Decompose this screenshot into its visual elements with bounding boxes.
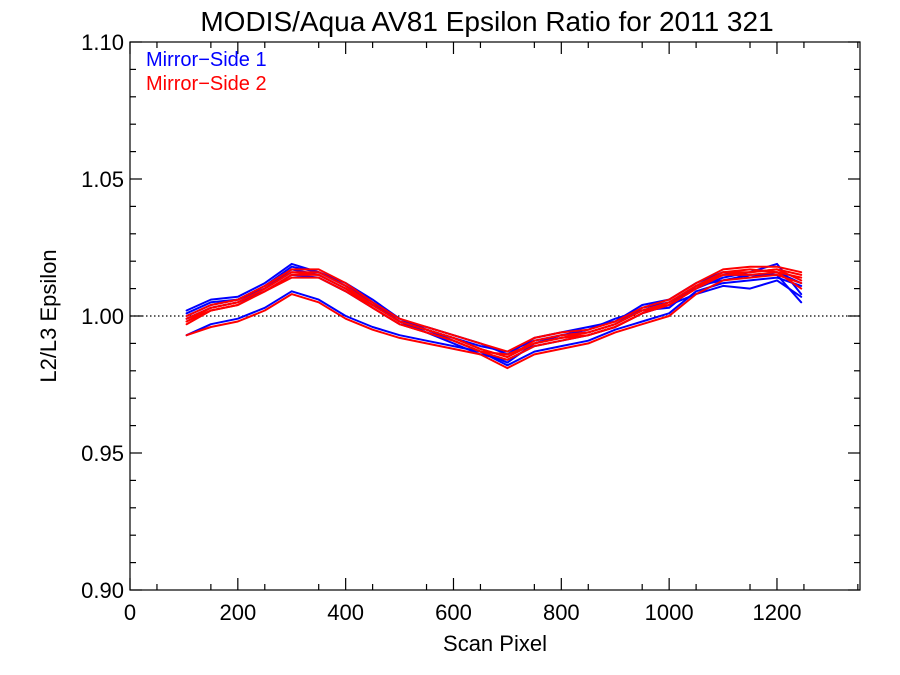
x-tick-label: 1000 [645,600,694,625]
x-axis-label: Scan Pixel [443,631,547,656]
legend-entry-1: Mirror−Side 1 [146,49,267,71]
series-line-4 [185,276,803,367]
series-line-10 [185,268,803,359]
series-line-8 [185,265,803,353]
x-tick-label: 0 [124,600,136,625]
y-axis-label: L2/L3 Epsilon [36,249,61,382]
plot-area [130,262,860,370]
chart-title: MODIS/Aqua AV81 Epsilon Ratio for 2011 3… [200,6,773,37]
x-tick-label: 400 [327,600,364,625]
series-line-11 [185,271,803,361]
x-tick-label: 800 [543,600,580,625]
y-tick-label: 0.90 [81,578,124,603]
y-tick-label: 0.95 [81,441,124,466]
y-tick-label: 1.10 [81,30,124,55]
y-tick-label: 1.05 [81,167,124,192]
x-tick-label: 600 [435,600,472,625]
axes: 0 200 400 600 800 1000 1200 0.90 0.95 1.00 1.05 1.1… [81,30,861,625]
y-tick-label: 1.00 [81,304,124,329]
legend-entry-2: Mirror−Side 2 [146,73,267,95]
series-line-9 [185,273,803,370]
x-tick-label: 1200 [752,600,801,625]
x-tick-label: 200 [219,600,256,625]
